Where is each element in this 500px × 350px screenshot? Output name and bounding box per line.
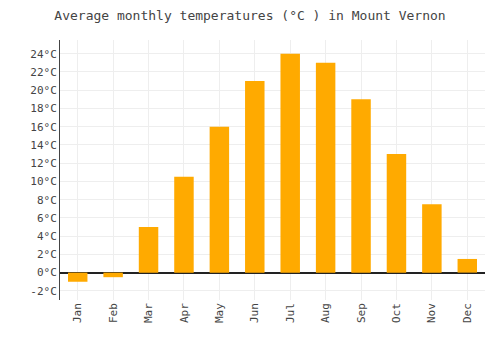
svg-text:0°C: 0°C [37, 266, 57, 279]
svg-text:4°C: 4°C [37, 230, 57, 243]
svg-text:Sep: Sep [355, 303, 368, 323]
svg-text:Jul: Jul [284, 303, 297, 323]
svg-text:-2°C: -2°C [30, 285, 57, 298]
svg-text:6°C: 6°C [37, 212, 57, 225]
svg-text:Jun: Jun [248, 303, 261, 323]
svg-text:24°C: 24°C [30, 48, 57, 61]
svg-text:Feb: Feb [107, 303, 120, 323]
svg-text:14°C: 14°C [30, 139, 57, 152]
svg-text:Jan: Jan [71, 303, 84, 323]
svg-text:Oct: Oct [390, 303, 403, 323]
svg-text:2°C: 2°C [37, 248, 57, 261]
svg-text:Nov: Nov [425, 303, 438, 323]
svg-text:20°C: 20°C [30, 84, 57, 97]
svg-text:8°C: 8°C [37, 194, 57, 207]
svg-text:10°C: 10°C [30, 175, 57, 188]
svg-text:22°C: 22°C [30, 66, 57, 79]
svg-text:12°C: 12°C [30, 157, 57, 170]
svg-text:Aug: Aug [319, 303, 332, 323]
svg-text:Apr: Apr [178, 303, 191, 323]
svg-text:May: May [213, 303, 226, 323]
svg-text:Dec: Dec [461, 303, 474, 323]
svg-text:Average monthly temperatures (: Average monthly temperatures (°C ) in Mo… [54, 8, 445, 23]
svg-text:Mar: Mar [142, 303, 155, 323]
svg-text:18°C: 18°C [30, 102, 57, 115]
svg-text:16°C: 16°C [30, 121, 57, 134]
